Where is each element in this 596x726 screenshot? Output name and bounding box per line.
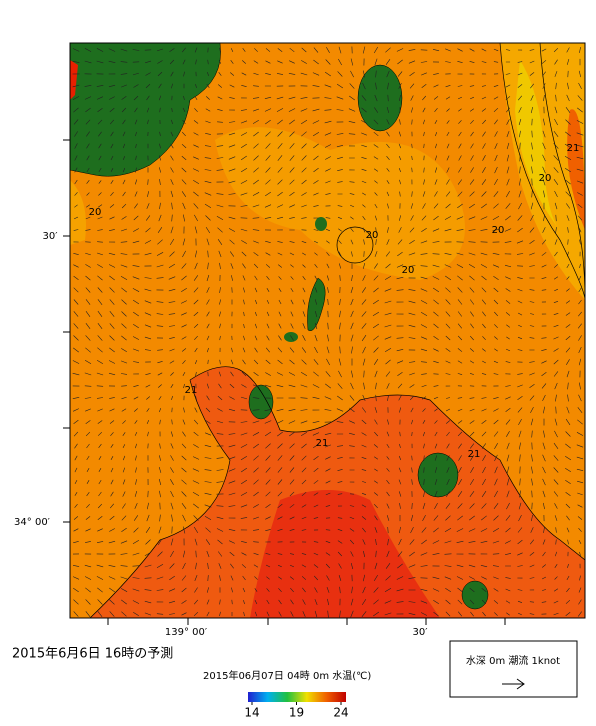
- hot-zone: [250, 490, 440, 618]
- axis-ticks: [63, 139, 506, 625]
- contour-label: 21: [316, 438, 329, 449]
- labels: 30′ 34° 00′ 139° 00′ 30′ 20 20 20 20 20 …: [12, 143, 579, 682]
- contour-label: 21: [185, 385, 198, 396]
- island: [461, 580, 489, 610]
- contour: [499, 43, 585, 301]
- contour-label: 20: [366, 230, 379, 241]
- hot-zone: [70, 60, 78, 100]
- warm-zone: [70, 180, 86, 245]
- island: [248, 384, 274, 420]
- current-arrows: [72, 46, 584, 618]
- arrows: [72, 46, 584, 618]
- colorbar: [248, 692, 346, 702]
- caption-title: 2015年6月6日 16時の予測: [12, 647, 173, 662]
- island: [315, 217, 327, 231]
- hot-zone: [567, 109, 585, 230]
- contour-label: 20: [492, 225, 505, 236]
- cool-band: [515, 60, 560, 230]
- caption-subtitle: 2015年06月07日 04時 0m 水温(℃): [203, 669, 371, 682]
- contour-label: 20: [539, 173, 552, 184]
- island: [417, 452, 459, 498]
- lon-label: 30′: [413, 627, 429, 638]
- lat-label: 30′: [43, 231, 59, 242]
- contour: [336, 226, 374, 264]
- colorbar-tick-label: 14: [244, 706, 259, 720]
- lat-label: 34° 00′: [14, 517, 51, 528]
- colorbar-tick-label: 19: [289, 706, 304, 720]
- legend-arrow: [502, 678, 525, 690]
- map-frame: [69, 42, 586, 619]
- colorbar-ticks: 14 19 24: [244, 702, 349, 720]
- lon-label: 139° 00′: [165, 627, 208, 638]
- contour-label: 20: [89, 207, 102, 218]
- colorbar-tick-label: 24: [333, 706, 348, 720]
- contour: [89, 366, 585, 618]
- island: [284, 332, 298, 342]
- legend-text: 水深 0m 潮流 1knot: [466, 654, 560, 667]
- contour-label: 20: [402, 265, 415, 276]
- contour-label: 21: [567, 143, 580, 154]
- warm-zone: [215, 127, 465, 280]
- legend-box: [449, 640, 578, 698]
- island: [357, 64, 403, 132]
- land: [70, 43, 221, 177]
- contour-label: 21: [468, 449, 481, 460]
- map-area: [70, 43, 585, 618]
